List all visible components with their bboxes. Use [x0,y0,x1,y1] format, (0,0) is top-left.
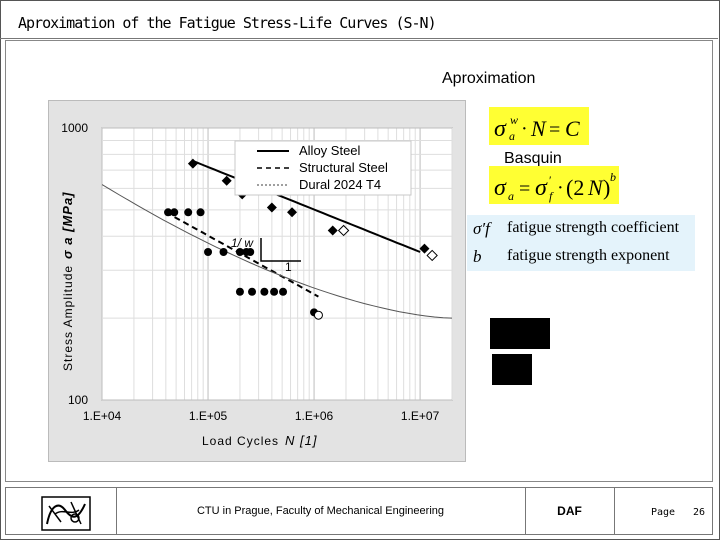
data-point-structural-steel [184,208,193,217]
param-symbol: b [473,247,482,266]
svg-text:σ: σ [535,175,548,201]
data-point-structural-steel [248,287,257,296]
footer-logo-cell [6,488,117,534]
svg-text:N: N [587,175,604,200]
param-row: b fatigue strength exponent [467,247,695,271]
svg-text:·: · [521,118,528,140]
svg-text:f: f [549,189,554,203]
data-point-structural-steel [270,287,279,296]
data-point-structural-steel [260,287,269,296]
data-point-structural-steel [235,287,244,296]
basquin-label: Basquin [504,150,562,167]
footer-institution-cell: CTU in Prague, Faculty of Mechanical Eng… [116,488,526,534]
title-bar: Aproximation of the Fatigue Stress-Life … [0,0,718,39]
data-point-structural-steel [164,208,173,217]
svg-text:a: a [508,189,514,203]
data-point-structural-steel [219,248,228,257]
svg-text:′: ′ [549,173,552,187]
slide-title: Aproximation of the Fatigue Stress-Life … [18,14,437,32]
university-logo [41,496,91,531]
section-heading: Aproximation [442,70,536,87]
formula-power-law-graphic: σ w a · N = C [494,113,580,143]
content-area [5,40,713,482]
page-label: Page [651,507,676,518]
param-description: fatigue strength coefficient [507,219,680,236]
page-number: 26 [693,507,706,518]
svg-text:(2: (2 [566,175,584,200]
footer: CTU in Prague, Faculty of Mechanical Eng… [5,487,713,535]
x-axis-label: Load Cycles N [1] [202,433,318,448]
y-axis-label: Stress Amplitudeσ a [MPa] [60,191,75,371]
formula-basquin-graphic: σ a = σ ′ f · (2 N ) b [494,170,616,203]
data-point-alloy-steel [221,175,232,186]
footer-institution: CTU in Prague, Faculty of Mechanical Eng… [196,505,444,517]
parameter-legend: σ′f fatigue strength coefficient b fatig… [467,215,695,271]
data-point-alloy-steel [419,243,430,254]
data-point-structural-steel [196,208,205,217]
redacted-block [490,318,550,349]
data-point-alloy-steel [327,225,338,236]
slope-triangle: 1/ w 1 [231,236,301,274]
x-tick-label: 1.E+05 [189,409,228,423]
param-description: fatigue strength exponent [507,247,670,264]
sn-chart-panel: 1.E+04 1.E+05 1.E+06 1.E+07 1000 100 1/ w 1 A… [48,100,466,462]
footer-department: DAF [557,504,582,518]
svg-text:b: b [610,170,616,184]
svg-text:σ: σ [494,175,507,201]
svg-text:N: N [530,116,547,141]
svg-text:C: C [565,116,580,141]
svg-text:·: · [557,177,564,199]
data-point-structural-steel [246,248,255,257]
formula-power-law: σ w a · N = C [489,107,589,145]
legend: Alloy Steel Structural Steel Dural 2024 … [234,140,412,196]
data-point-structural-steel [235,248,244,257]
runout-point-structural-steel [313,310,323,320]
svg-text:=: = [519,178,530,200]
fit-line-dural-2024-t4 [102,184,452,319]
x-tick-label: 1.E+06 [295,409,334,423]
legend-label-alloy-steel: Alloy Steel [299,143,361,158]
y-tick-label: 1000 [61,121,88,135]
data-point-structural-steel [279,287,288,296]
data-point-structural-steel [170,208,179,217]
svg-text:a: a [509,129,515,143]
x-tick-label: 1.E+04 [83,409,122,423]
svg-text:w: w [510,113,518,127]
formula-basquin: σ a = σ ′ f · (2 N ) b [489,166,619,204]
data-point-alloy-steel [187,158,198,169]
svg-text:σ: σ [494,116,507,142]
sn-chart: 1.E+04 1.E+05 1.E+06 1.E+07 1000 100 1/ w 1 A… [60,121,453,448]
svg-text:=: = [549,119,560,141]
redacted-block [492,354,532,385]
param-symbol: σ′f [473,219,490,238]
runout-point-alloy-steel [426,249,438,262]
x-tick-label: 1.E+07 [401,409,440,423]
data-point-alloy-steel [266,202,277,213]
fit-line-alloy-steel [191,159,421,253]
runout-point-alloy-steel [337,224,350,237]
legend-label-structural-steel: Structural Steel [299,160,388,175]
svg-text:): ) [603,175,610,200]
slope-run-label: 1 [285,260,292,274]
fit-line-structural-steel [165,211,319,298]
param-row: σ′f fatigue strength coefficient [467,219,695,243]
footer-department-cell: DAF [525,488,615,534]
slope-rise-label: 1/ w [231,236,254,250]
y-tick-label: 100 [68,393,88,407]
data-point-structural-steel [204,248,213,257]
data-point-alloy-steel [287,207,298,218]
legend-label-dural: Dural 2024 T4 [299,177,381,192]
